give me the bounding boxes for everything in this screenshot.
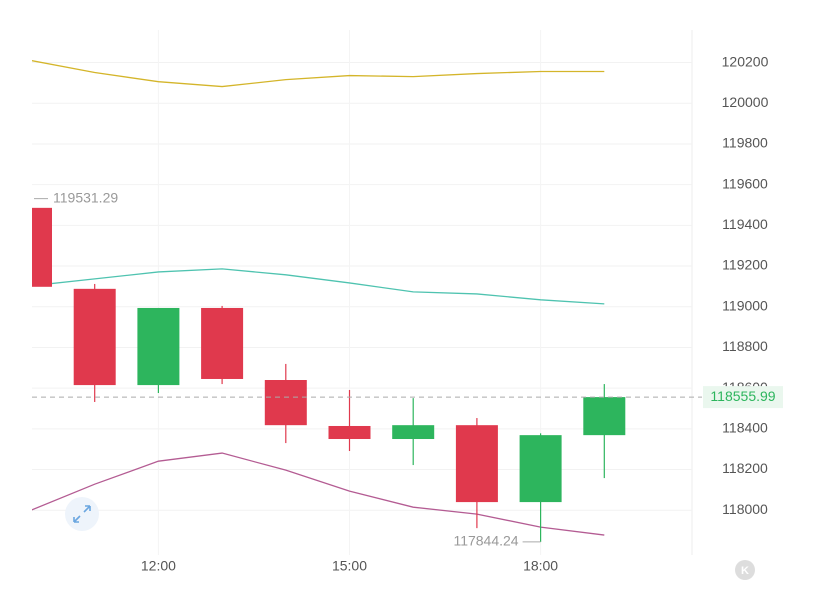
y-tick-label: 119400 [722, 216, 768, 232]
y-tick-label: 120000 [722, 94, 769, 110]
last-price-box [703, 386, 783, 409]
high-label: 119531.29 [53, 189, 118, 205]
y-tick-label: 119800 [722, 135, 768, 151]
y-tick-label: 118800 [722, 338, 768, 354]
y-tick-label: 118400 [722, 420, 768, 436]
candle-body [328, 425, 371, 440]
y-tick-label: 118000 [722, 501, 768, 517]
candle-body [519, 435, 562, 503]
candle-body [583, 397, 626, 436]
x-tick-label: 18:00 [523, 558, 558, 574]
candle-body [32, 207, 52, 287]
low-label: 117844.24 [453, 533, 518, 549]
band-line [32, 60, 605, 88]
y-tick-label: 119000 [722, 297, 768, 313]
x-tick-label: 15:00 [332, 558, 367, 574]
logo-text: K [741, 565, 749, 577]
grid [32, 30, 692, 555]
plot-area [32, 60, 626, 542]
candle-body [264, 380, 307, 426]
y-tick-label: 118200 [722, 460, 768, 476]
last-price-label: 118555.99 [710, 388, 775, 404]
logo [735, 560, 755, 580]
candle-body [73, 288, 116, 386]
y-tick-label: 119600 [722, 175, 768, 191]
candle-body [201, 307, 244, 379]
candle-body [392, 425, 435, 440]
x-tick-label: 12:00 [141, 558, 176, 574]
candle-body [137, 307, 180, 386]
band-line [32, 268, 605, 305]
y-tick-label: 119200 [722, 257, 768, 273]
candle-body [455, 425, 498, 503]
band-line [32, 452, 605, 536]
y-tick-label: 120200 [722, 53, 769, 69]
expand-button[interactable] [65, 497, 99, 531]
